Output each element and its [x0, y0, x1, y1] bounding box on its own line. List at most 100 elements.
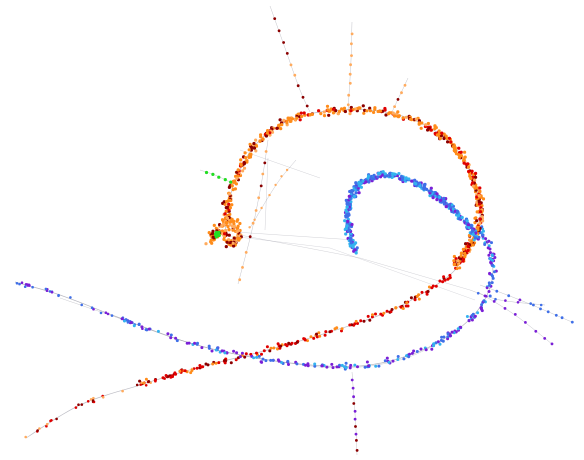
node-lower-right-arm [210, 349, 214, 353]
node-upper-spiral-loop [464, 242, 468, 246]
node-lower-left-arm [234, 358, 238, 362]
node-upper-spiral-loop [417, 121, 421, 125]
node-upper-spiral-loop [227, 185, 231, 189]
node-upper-spiral-loop [435, 133, 439, 137]
node-upper-spiral-loop [243, 151, 247, 155]
node-upper-spiral-loop [440, 131, 444, 135]
node-upper-spiral-loop [300, 114, 304, 119]
node-lower-right-arm [335, 365, 339, 369]
node-upper-spiral-loop [295, 116, 299, 120]
node-upper-spiral-loop [478, 221, 482, 225]
node-upper-spiral-loop [254, 143, 258, 147]
node-upper-spiral-loop [244, 156, 248, 160]
node-lower-left-tail [36, 429, 39, 432]
node-inner-hook [435, 198, 439, 202]
node-inner-hook [428, 189, 433, 193]
node-upper-spiral-loop [462, 161, 466, 165]
node-bottom-spike [352, 395, 355, 399]
node-left-down-spike [254, 209, 258, 212]
node-lower-left-arm [268, 349, 272, 353]
node-green-spur [229, 180, 233, 184]
node-upper-spiral-loop [456, 259, 460, 263]
node-inner-hook [348, 207, 352, 211]
node-left-cluster [224, 221, 228, 225]
node-left-down-spike [264, 150, 268, 153]
node-layer [15, 17, 574, 452]
node-lower-right-arm [391, 359, 395, 363]
node-bottom-spike [354, 425, 357, 428]
node-lower-right-arm [432, 344, 435, 348]
node-lower-right-arm [480, 233, 484, 237]
node-lower-left-arm [374, 312, 377, 316]
node-lower-left-arm [353, 322, 357, 326]
node-left-cluster [237, 238, 241, 242]
node-lower-right-arm [344, 361, 348, 365]
node-inner-spike [280, 175, 283, 178]
node-lower-right-arm [144, 328, 148, 332]
node-lower-right-arm [481, 227, 485, 231]
node-lower-right-tail [90, 306, 94, 310]
node-lower-right-arm [450, 330, 454, 334]
node-top-spike-2 [349, 63, 352, 67]
node-upper-spiral-loop [447, 136, 452, 140]
node-lower-left-arm [302, 337, 306, 341]
node-lower-left-arm [448, 276, 452, 280]
node-lower-left-arm [340, 327, 344, 331]
node-top-spike-1 [301, 95, 305, 99]
node-lower-right-arm [264, 359, 268, 363]
node-lower-right-arm [232, 349, 236, 353]
node-lower-left-tail [45, 424, 48, 428]
node-lower-right-arm [449, 334, 453, 338]
node-lower-right-arm [456, 327, 460, 331]
node-top-spike-1 [282, 41, 285, 44]
node-inner-hook [397, 172, 401, 176]
node-upper-spiral-loop [476, 225, 480, 229]
node-lower-left-arm [195, 366, 199, 370]
node-left-cluster [230, 224, 234, 228]
node-upper-spiral-loop [462, 158, 466, 162]
node-right-ray-2 [513, 313, 517, 316]
node-lower-right-arm [344, 366, 348, 370]
node-lower-right-arm [320, 364, 324, 368]
node-upper-spiral-loop [475, 195, 479, 199]
node-inner-hook [343, 227, 347, 232]
node-lower-right-tail [26, 284, 30, 287]
node-upper-spiral-loop [247, 148, 251, 152]
node-top-spike-1 [285, 52, 289, 55]
node-left-cluster [235, 230, 239, 234]
node-upper-spiral-loop [322, 110, 326, 114]
node-lower-right-arm [353, 363, 357, 367]
node-lower-left-arm [348, 323, 352, 327]
node-inner-hook [467, 226, 471, 230]
node-lower-right-arm [412, 349, 416, 353]
node-top-spike-3 [396, 98, 400, 101]
node-inner-hook [354, 185, 358, 189]
node-bottom-spike [355, 449, 359, 452]
node-upper-spiral-loop [396, 115, 401, 119]
node-upper-spiral-loop [248, 153, 252, 157]
node-lower-right-arm [356, 365, 359, 369]
node-inner-hook [477, 235, 481, 239]
node-lower-left-arm [455, 267, 459, 271]
node-lower-left-tail [192, 367, 196, 370]
node-top-spike-2 [348, 72, 352, 76]
node-inner-hook [442, 196, 446, 200]
node-right-ray-1 [507, 294, 511, 298]
node-lower-right-tail [80, 303, 83, 307]
node-inner-hook [422, 185, 426, 189]
node-lower-left-tail [77, 403, 80, 407]
node-upper-spiral-loop [277, 124, 281, 128]
node-lower-right-arm [261, 357, 265, 361]
node-lower-left-tail [144, 384, 148, 387]
node-lower-right-arm [396, 355, 400, 358]
node-lower-right-arm [490, 253, 494, 257]
node-lower-right-arm [325, 365, 329, 369]
node-upper-spiral-loop [438, 136, 442, 141]
node-lower-left-tail [38, 427, 41, 430]
node-upper-spiral-loop [234, 182, 238, 186]
node-upper-spiral-loop [261, 137, 265, 141]
node-lower-left-tail [92, 396, 95, 400]
node-left-cluster [229, 243, 233, 247]
node-lower-right-tail [20, 281, 24, 285]
node-upper-spiral-loop [343, 109, 347, 114]
